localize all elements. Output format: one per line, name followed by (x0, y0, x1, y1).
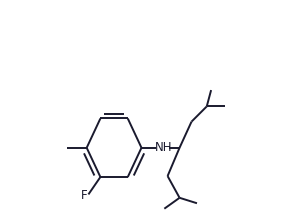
Text: NH: NH (154, 141, 172, 154)
Text: F: F (81, 189, 88, 202)
